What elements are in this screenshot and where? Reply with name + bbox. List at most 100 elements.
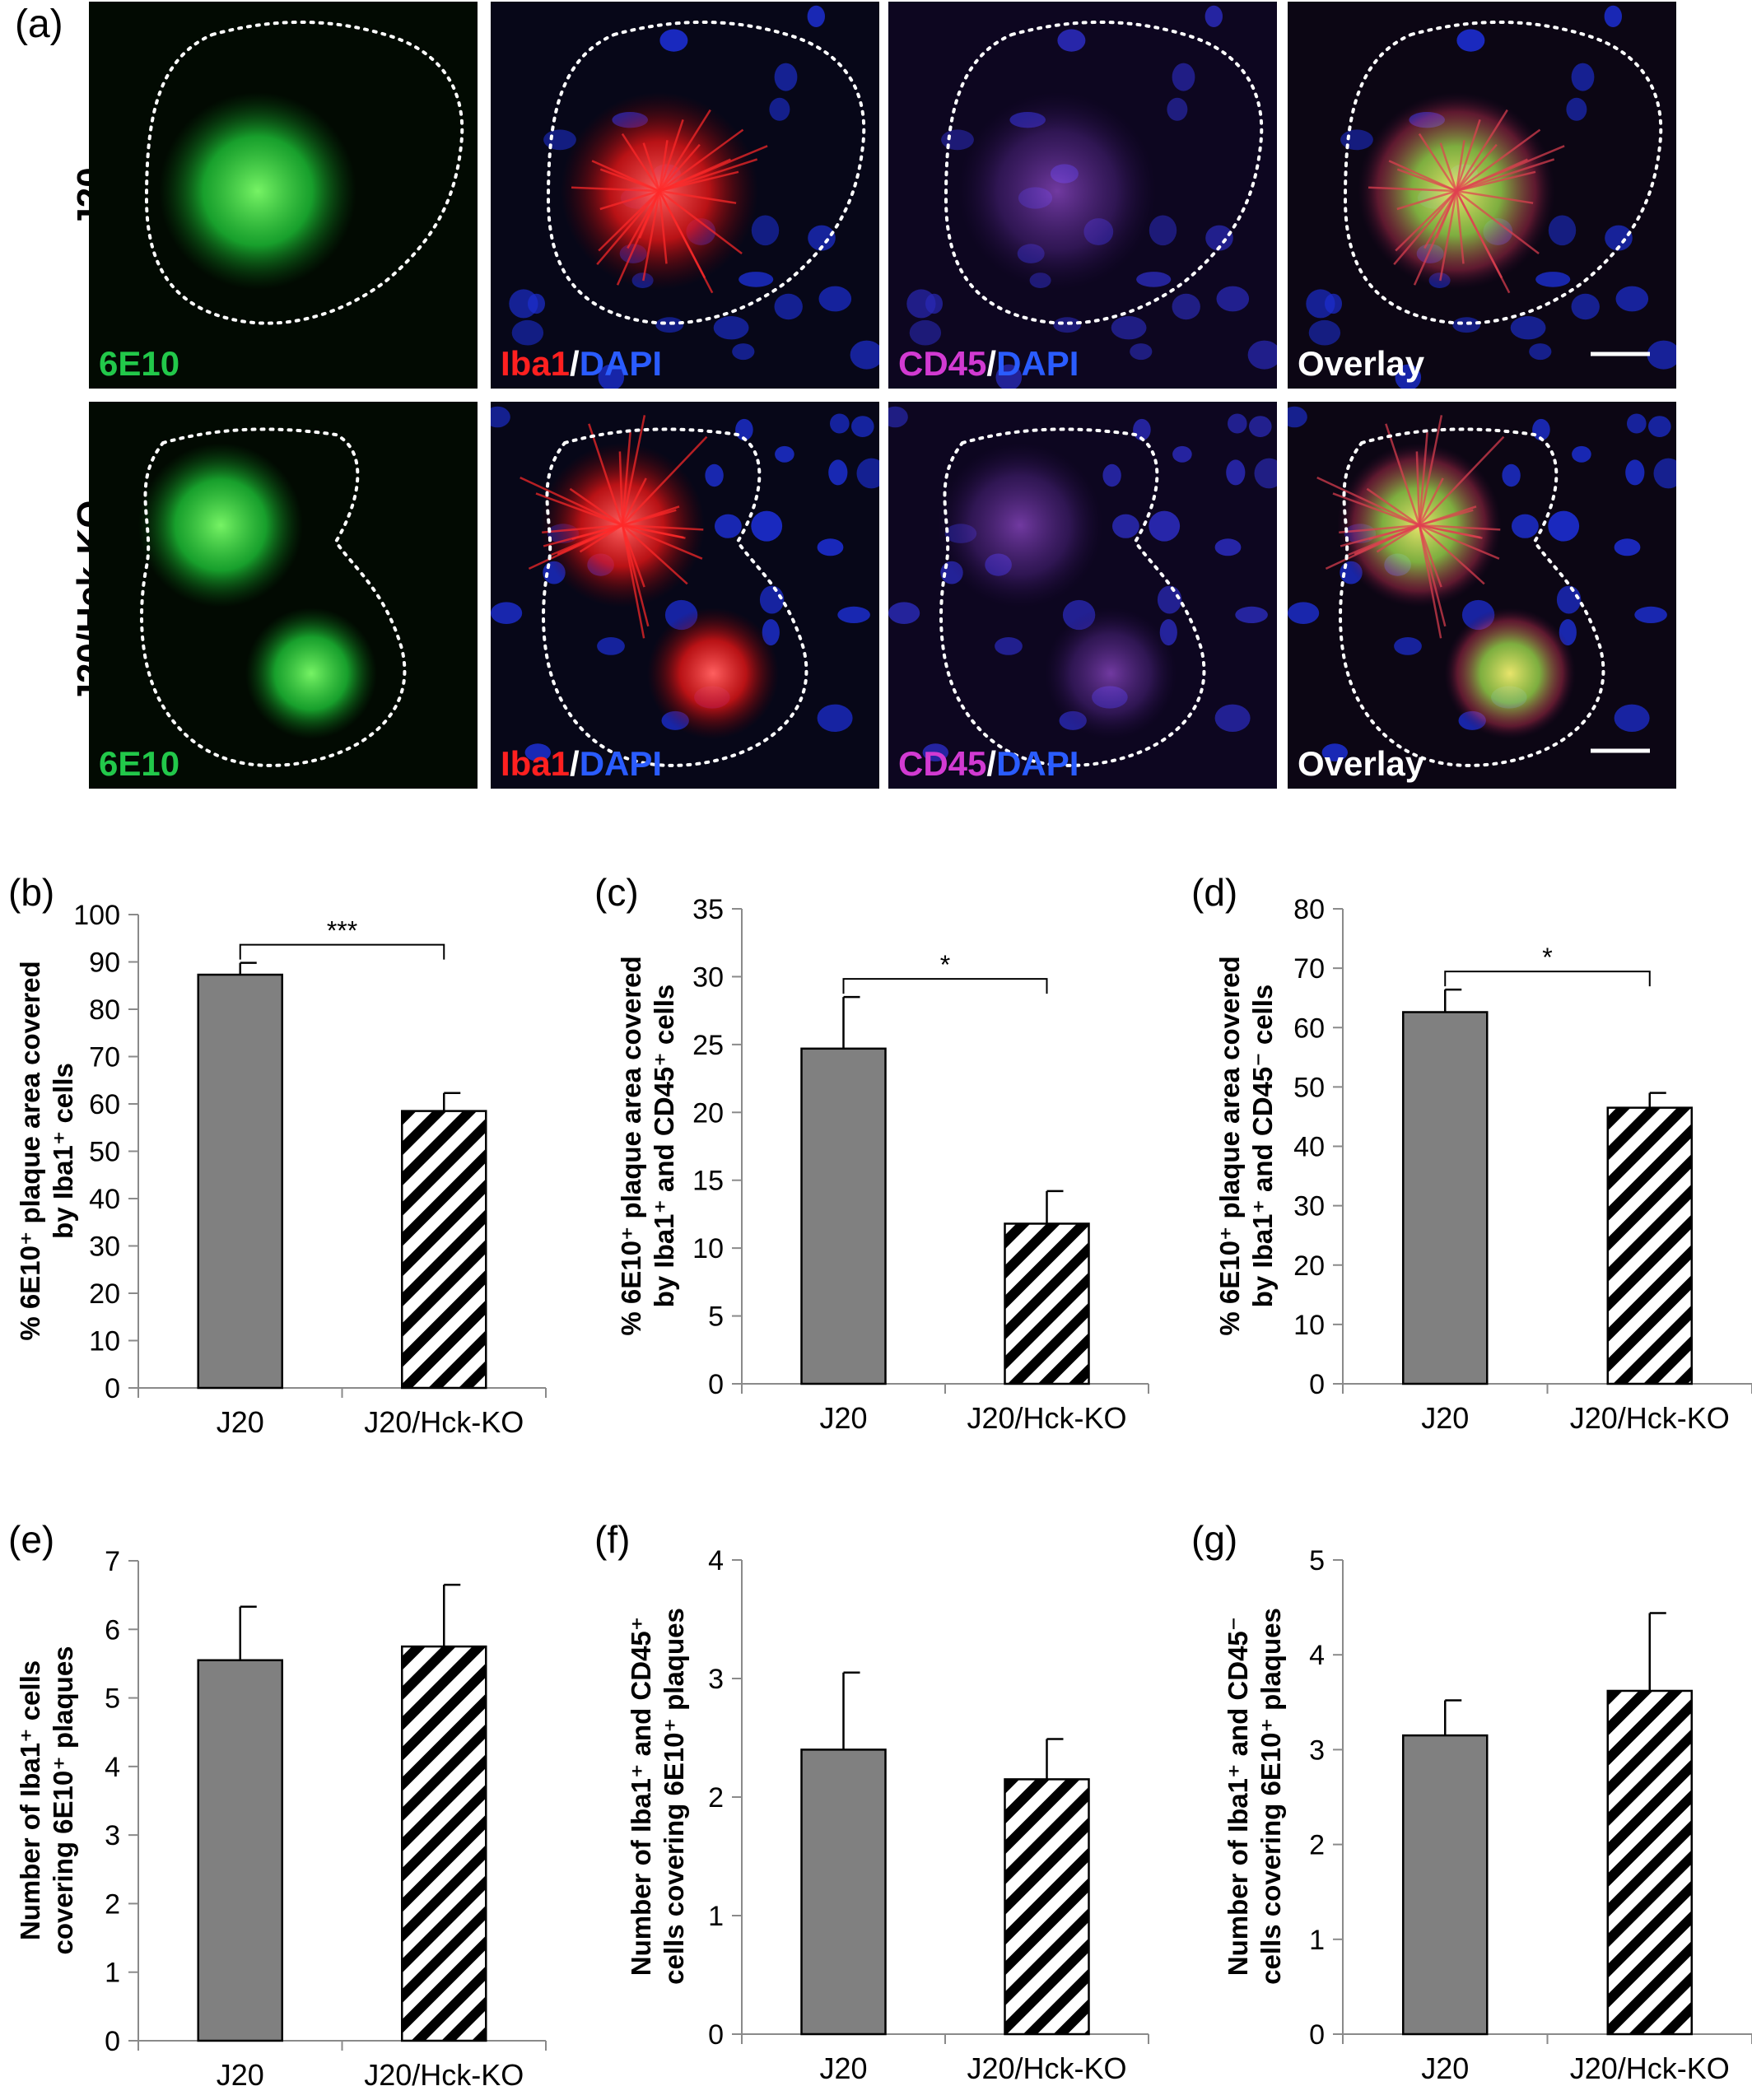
nucleus-mark [1452,317,1481,333]
process-mark [1388,160,1457,193]
nucleus-mark [1216,286,1250,312]
nucleus-mark [659,29,688,52]
y-tick-label: 0 [1309,1369,1325,1400]
y-tick-label: 3 [708,1664,724,1695]
nucleus-mark [1149,215,1177,246]
plaque-glow [159,92,356,290]
y-tick-label: 0 [708,2019,724,2051]
process-mark [622,524,686,539]
nucleus-mark [597,637,625,655]
plaque-glow [245,608,377,739]
nucleus-mark [1136,272,1172,287]
y-tick-label: 20 [89,1278,120,1310]
channel-label-part: CD45 [898,744,987,783]
process-mark [1316,476,1420,527]
nucleus-mark [830,413,850,434]
process-mark [1418,415,1443,526]
nucleus-mark [995,364,1023,389]
micrograph-image [888,406,1277,767]
nucleus-mark [774,293,803,320]
process-mark [1418,477,1444,526]
process-mark [1418,133,1458,192]
bar-j20 [800,1748,887,2036]
micrograph-j20-overlay: Overlay [1288,2,1676,389]
channel-label: Iba1/DAPI [501,744,662,784]
micrograph-image [1306,5,1676,389]
y-tick-label: 15 [692,1166,724,1197]
y-tick-label: 3 [105,1820,120,1851]
x-tick-label: J20 [217,1405,264,1439]
channel-label-part: / [570,744,580,783]
x-tick-label: J20 [217,2058,264,2092]
panel-letter: (d) [1191,871,1237,914]
bar-j20 [197,1659,283,2042]
bar-j20-hck-ko [1004,1778,1090,2036]
y-tick-label: 30 [1293,1191,1325,1222]
process-mark [569,487,623,527]
x-tick-label: J20/Hck-KO [967,1401,1126,1435]
nucleus-mark [1149,510,1181,542]
nucleus-mark [1394,637,1422,655]
bar-j20-hck-ko [401,1645,487,2042]
process-mark [622,524,688,585]
bar-j20-hck-ko [401,1110,487,1390]
process-mark [621,477,647,526]
micrograph-image [509,5,879,389]
plaque-outline [944,20,1264,325]
nucleus-mark [922,743,948,761]
y-tick-label: 2 [1309,1830,1325,1861]
nucleus-mark [511,319,544,346]
nucleus-mark [851,416,874,437]
process-mark [1415,451,1421,526]
process-mark [622,524,703,560]
process-mark [1455,119,1481,192]
channel-label-part: DAPI [579,744,663,783]
process-mark [571,186,660,193]
nucleus-mark [1532,418,1550,441]
channel-label-part: CD45 [898,344,987,383]
nucleus-mark [808,225,836,251]
nucleus-mark [1247,340,1277,370]
process-mark [1376,524,1420,553]
process-mark [1332,492,1420,527]
channel-label-part: Iba1 [501,344,571,383]
nucleus-mark [1634,606,1667,623]
process-mark [1456,189,1534,204]
process-mark [1439,190,1458,282]
nucleus-mark [751,215,780,246]
y-axis-label-line: Number of Iba1⁺ cells [15,1660,45,1940]
process-mark [1456,170,1536,193]
y-tick-label: 70 [89,1042,120,1073]
bar-j20 [1402,1011,1489,1385]
channel-label-part: 6E10 [99,344,180,383]
channel-label-part: 6E10 [99,744,180,783]
bar-j20 [197,973,283,1390]
plaque-glow [138,443,303,608]
y-tick-label: 80 [89,994,120,1026]
nucleus-mark [818,286,852,312]
channel-label-part: DAPI [996,744,1079,783]
process-mark [622,524,704,531]
y-tick-label: 100 [73,900,120,931]
y-tick-label: 0 [1309,2019,1325,2051]
process-mark [1418,524,1447,627]
process-mark [658,190,706,279]
channel-label: 6E10 [99,344,179,384]
nucleus-mark [1167,97,1188,121]
y-tick-label: 4 [708,1545,724,1576]
nucleus-mark [1214,704,1251,732]
nucleus-mark [1556,585,1582,614]
nucleus-mark [1653,458,1676,489]
x-tick-label: J20/Hck-KO [967,2051,1126,2085]
y-tick-label: 70 [1293,953,1325,985]
nucleus-mark [1214,538,1242,556]
y-axis-label-line: cells covering 6E10⁺ plaques [1256,1608,1286,1985]
bar-j20-hck-ko [1606,1689,1693,2036]
y-axis-label-line: Number of Iba1⁺ and CD45⁺ [626,1617,656,1976]
process-mark [1456,128,1541,193]
y-tick-label: 1 [1309,1925,1325,1956]
process-mark [1368,186,1457,193]
y-tick-label: 10 [692,1233,724,1264]
process-mark [621,524,650,627]
